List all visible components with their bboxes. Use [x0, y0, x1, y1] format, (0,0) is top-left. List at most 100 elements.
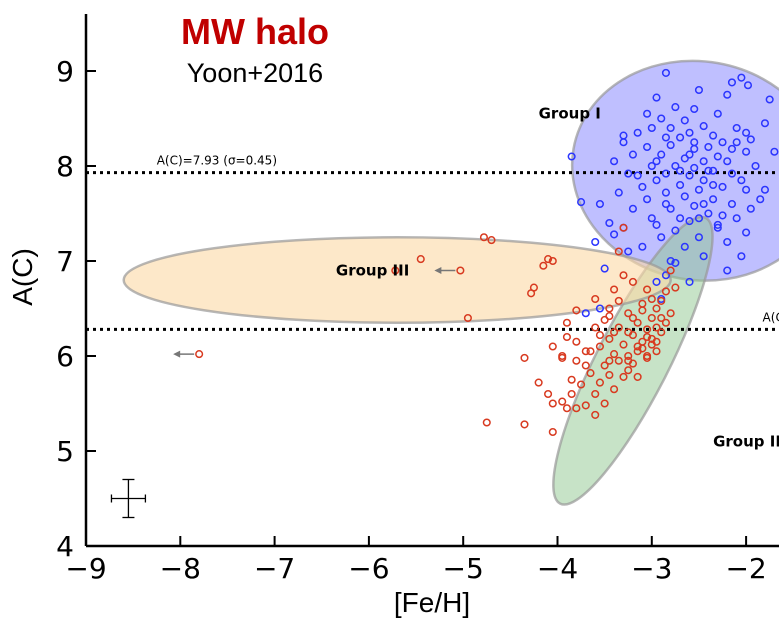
data-point	[539, 261, 548, 270]
data-point	[416, 255, 425, 264]
region-label-1: Group I	[539, 105, 601, 123]
data-point	[605, 304, 614, 313]
data-point	[638, 306, 647, 315]
data-point	[643, 325, 652, 334]
region-label-3: Group III	[336, 261, 409, 279]
x-tick-label: −2	[725, 552, 766, 585]
data-point	[709, 131, 718, 140]
limit-arrow-head-2	[173, 350, 181, 358]
data-point	[577, 380, 586, 389]
data-point	[742, 128, 751, 137]
data-point	[652, 347, 661, 356]
y-tick-label: 9	[56, 55, 74, 88]
chart-subtitle: Yoon+2016	[187, 58, 323, 88]
limit-arrow-head-1	[434, 267, 442, 274]
data-point	[572, 306, 581, 315]
data-point	[520, 420, 529, 429]
data-point	[657, 296, 666, 305]
data-point	[690, 104, 699, 114]
data-point	[770, 147, 779, 156]
data-point	[727, 199, 737, 209]
data-point	[760, 119, 770, 128]
data-point	[713, 152, 722, 161]
data-point	[572, 356, 581, 365]
data-point	[657, 114, 666, 123]
x-axis-label: [Fe/H]	[394, 587, 470, 618]
data-point	[680, 192, 689, 201]
data-point	[595, 331, 604, 340]
data-point	[581, 361, 590, 370]
data-point	[661, 271, 670, 280]
data-point	[718, 138, 727, 147]
data-point	[633, 342, 642, 351]
data-point	[591, 323, 600, 332]
data-point	[581, 347, 590, 356]
data-point	[619, 340, 628, 349]
data-point	[685, 277, 694, 286]
data-point	[690, 138, 699, 147]
data-point	[624, 247, 633, 256]
data-point	[633, 318, 642, 327]
region-label-2: Group II	[713, 432, 779, 450]
data-point	[558, 397, 567, 406]
data-point	[723, 266, 732, 275]
data-point	[614, 188, 623, 197]
data-point	[666, 123, 675, 133]
data-point	[751, 161, 760, 171]
data-point	[527, 289, 536, 298]
y-tick-label: 7	[56, 245, 74, 278]
data-point	[680, 242, 689, 251]
data-point	[562, 318, 571, 327]
x-tick-label: −6	[348, 552, 389, 585]
region-labels: Group I Group II Group III	[336, 105, 779, 451]
data-point	[586, 369, 595, 378]
data-point	[676, 133, 685, 142]
x-tick-label: −7	[254, 552, 295, 585]
data-point	[562, 332, 571, 342]
data-point	[652, 304, 661, 313]
data-point	[652, 323, 661, 332]
data-point	[591, 410, 600, 419]
data-point	[600, 315, 609, 324]
data-point	[742, 185, 751, 194]
data-point	[704, 166, 713, 175]
data-point	[704, 209, 713, 218]
data-point	[195, 350, 204, 359]
data-point	[671, 226, 680, 235]
data-point	[657, 328, 666, 337]
data-point	[666, 309, 675, 318]
data-point	[765, 95, 774, 104]
data-point	[624, 351, 633, 361]
data-point	[727, 78, 737, 87]
x-tick-label: −8	[160, 552, 201, 585]
data-point	[743, 81, 753, 90]
data-point	[685, 171, 694, 180]
data-point	[671, 283, 680, 292]
data-point	[652, 337, 661, 346]
data-point	[746, 135, 755, 144]
reference-line-label-2: A(C)=6.28 (σ=0.49)	[763, 310, 779, 324]
data-point	[605, 218, 614, 228]
data-point	[699, 252, 708, 261]
data-point	[463, 313, 472, 323]
data-point	[624, 328, 633, 337]
data-point	[614, 296, 623, 305]
data-point	[610, 157, 619, 166]
data-point	[732, 138, 741, 147]
data-point	[605, 370, 614, 380]
data-point	[661, 169, 670, 178]
data-point	[482, 418, 491, 427]
data-point	[487, 236, 496, 245]
data-point	[661, 318, 670, 327]
data-point	[709, 180, 718, 190]
data-point	[713, 109, 722, 118]
data-point	[619, 271, 628, 280]
data-point	[610, 385, 619, 394]
data-point	[685, 128, 694, 137]
y-tick-label: 5	[56, 435, 74, 468]
data-point	[647, 294, 656, 304]
x-tick-label: −5	[443, 552, 484, 585]
data-point	[548, 256, 557, 266]
data-point	[605, 334, 614, 343]
data-point	[610, 230, 619, 239]
